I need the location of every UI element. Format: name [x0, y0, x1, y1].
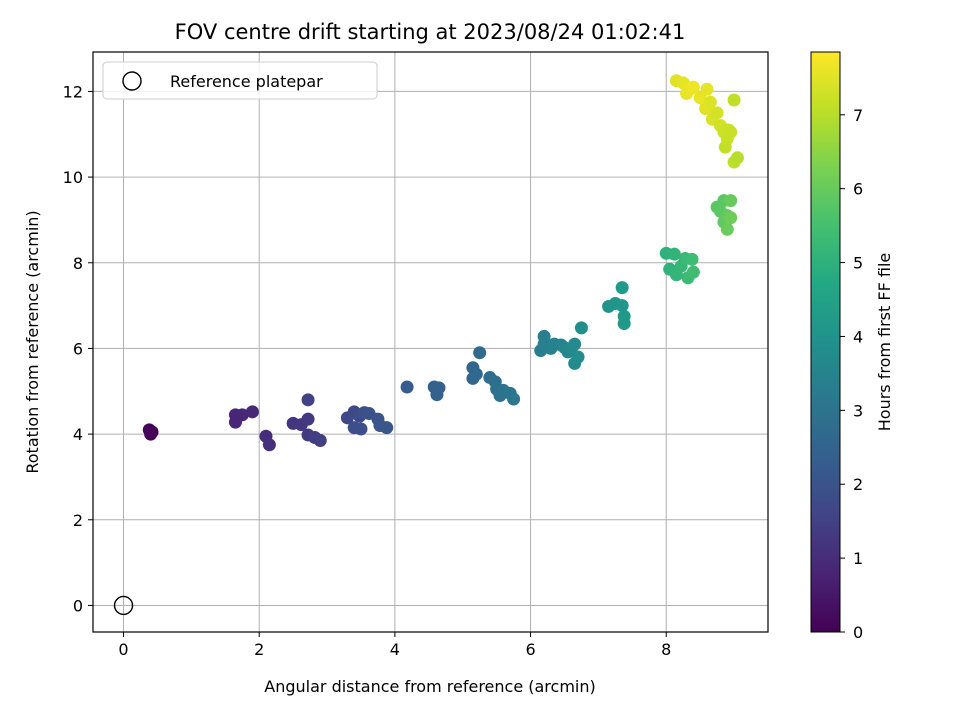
- x-axis-ticks: 0 2 4 6 8: [118, 632, 671, 659]
- legend-marker-circle-icon: [122, 71, 142, 91]
- data-point: [235, 408, 249, 422]
- data-point: [730, 151, 744, 165]
- data-point: [313, 434, 327, 448]
- colorbar-tick-label: 6: [853, 180, 863, 199]
- data-point: [615, 281, 629, 295]
- data-point: [686, 80, 700, 94]
- x-tick-label: 4: [390, 640, 400, 659]
- data-point: [720, 222, 734, 236]
- y-tick-label: 2: [73, 511, 83, 530]
- data-point: [574, 321, 588, 335]
- legend: Reference platepar: [102, 61, 378, 100]
- data-point: [724, 211, 738, 225]
- y-tick-label: 6: [73, 339, 83, 358]
- x-tick-label: 0: [118, 640, 128, 659]
- data-point: [703, 95, 717, 109]
- plot-frame: [92, 51, 769, 633]
- data-point: [615, 299, 629, 313]
- y-tick-label: 0: [73, 596, 83, 615]
- data-point: [537, 329, 551, 343]
- data-point: [144, 427, 158, 441]
- y-tick-label: 10: [63, 168, 83, 187]
- colorbar-tick-label: 7: [853, 106, 863, 125]
- colorbar-tick-label: 3: [853, 401, 863, 420]
- data-point: [571, 350, 585, 364]
- y-tick-label: 12: [63, 82, 83, 101]
- data-point: [710, 106, 724, 120]
- data-point: [432, 381, 446, 395]
- colorbar: [810, 51, 841, 633]
- x-tick-label: 2: [254, 640, 264, 659]
- data-point: [727, 93, 741, 107]
- data-point: [686, 265, 700, 279]
- y-tick-label: 8: [73, 254, 83, 273]
- data-point: [718, 140, 732, 154]
- data-point: [724, 125, 738, 139]
- y-axis-label: Rotation from reference (arcmin): [23, 210, 42, 473]
- data-point: [667, 247, 681, 261]
- grid-lines: [93, 52, 768, 632]
- y-tick-label: 4: [73, 425, 83, 444]
- data-point: [724, 194, 738, 208]
- reference-point: [113, 595, 134, 616]
- data-point: [473, 346, 487, 360]
- colorbar-label: Hours from first FF file: [875, 253, 894, 432]
- legend-box: [102, 61, 378, 100]
- colorbar-tick-label: 2: [853, 475, 863, 494]
- data-point: [700, 82, 714, 96]
- colorbar-tick-label: 4: [853, 327, 863, 346]
- data-point: [301, 393, 315, 407]
- data-point: [469, 367, 483, 381]
- data-point: [400, 380, 414, 394]
- x-tick-label: 6: [525, 640, 535, 659]
- data-point: [245, 405, 259, 419]
- data-point: [507, 392, 521, 406]
- colorbar-ticks: 0 1 2 3 4 5 6 7: [840, 106, 863, 642]
- colorbar-tick-label: 5: [853, 254, 863, 273]
- data-point: [617, 309, 631, 323]
- data-point: [262, 438, 276, 452]
- x-axis-label: Angular distance from reference (arcmin): [264, 677, 595, 696]
- data-point: [354, 422, 368, 436]
- data-points: [142, 74, 744, 452]
- chart-title: FOV centre drift starting at 2023/08/24 …: [175, 20, 686, 44]
- y-axis-ticks: 0 2 4 6 8 10 12: [63, 82, 93, 615]
- x-tick-label: 8: [661, 640, 671, 659]
- legend-entry: Reference platepar: [170, 72, 323, 91]
- colorbar-tick-label: 0: [853, 623, 863, 642]
- data-point: [685, 252, 699, 266]
- colorbar-tick-label: 1: [853, 549, 863, 568]
- data-point: [568, 337, 582, 351]
- data-point: [380, 421, 394, 435]
- data-point: [301, 412, 315, 426]
- reference-marker: [113, 595, 134, 616]
